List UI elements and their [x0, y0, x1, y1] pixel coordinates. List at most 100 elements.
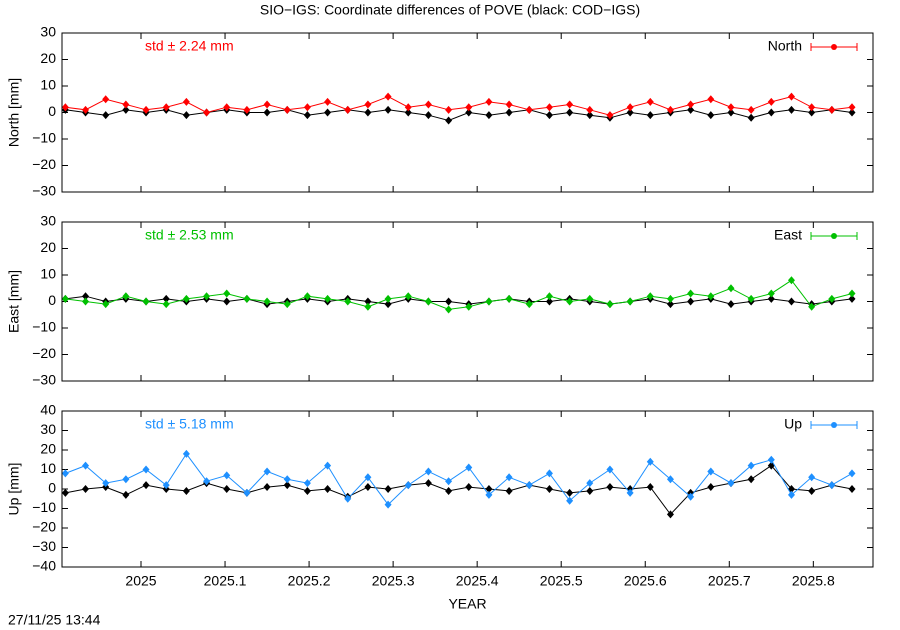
y-tick-label: −30 [32, 372, 56, 388]
x-tick-label: 2025.8 [792, 573, 835, 589]
data-point [687, 100, 695, 109]
data-point [243, 488, 251, 497]
data-point [404, 481, 412, 490]
x-tick-label: 2025.6 [624, 573, 667, 589]
data-point [203, 292, 211, 301]
data-point [142, 105, 150, 114]
y-tick-label: 20 [40, 239, 56, 255]
data-point [122, 105, 130, 114]
legend-marker [831, 233, 837, 239]
data-point [384, 105, 392, 114]
y-tick-label: −10 [32, 499, 56, 515]
y-tick-label: 30 [40, 24, 56, 40]
data-point [808, 108, 816, 117]
data-point [787, 297, 795, 306]
data-point [505, 108, 513, 117]
data-point [142, 481, 150, 490]
data-point [344, 105, 352, 114]
y-tick-label: −10 [32, 319, 56, 335]
data-point [303, 103, 311, 112]
data-point [848, 469, 856, 478]
data-point [747, 475, 755, 484]
data-point [465, 463, 473, 472]
data-point [142, 465, 150, 474]
data-point [848, 289, 856, 298]
data-point [646, 292, 654, 301]
data-point [707, 483, 715, 492]
data-point [808, 103, 816, 112]
data-point [203, 477, 211, 486]
data-point [364, 297, 372, 306]
chart-title: SIO−IGS: Coordinate differences of POVE … [260, 2, 640, 18]
annotation: std ± 2.53 mm [145, 227, 234, 243]
y-tick-label: −20 [32, 519, 56, 535]
data-point [344, 297, 352, 306]
data-point [162, 294, 170, 303]
y-tick-label: 10 [40, 77, 56, 93]
data-point [828, 105, 836, 114]
data-point [324, 97, 332, 106]
data-point [767, 294, 775, 303]
data-point [727, 479, 735, 488]
data-point [223, 485, 231, 493]
data-point [545, 469, 553, 478]
data-point [848, 485, 856, 493]
data-point [263, 100, 271, 109]
y-tick-label: 40 [40, 402, 56, 418]
x-tick-label: 2025.7 [708, 573, 751, 589]
data-point [445, 297, 453, 306]
y-tick-label: 30 [40, 421, 56, 437]
x-tick-label: 2025.2 [288, 573, 331, 589]
data-point [203, 108, 211, 117]
legend-label: East [774, 227, 802, 243]
data-point [586, 105, 594, 114]
annotation: std ± 5.18 mm [145, 416, 234, 432]
data-point [525, 105, 533, 114]
data-point [606, 111, 614, 120]
data-point [384, 300, 392, 309]
data-point [364, 302, 372, 311]
data-point [485, 111, 493, 120]
data-point [566, 488, 574, 497]
data-point [162, 103, 170, 112]
data-point [485, 297, 493, 306]
data-point [626, 103, 634, 112]
data-point [223, 289, 231, 298]
data-point [162, 300, 170, 309]
data-point [666, 105, 674, 114]
data-point [324, 294, 332, 303]
data-point [747, 294, 755, 303]
data-point [404, 292, 412, 301]
data-point [787, 276, 795, 285]
x-axis-label: YEAR [448, 596, 486, 612]
data-point [566, 496, 574, 505]
data-point [122, 475, 130, 484]
data-point [263, 108, 271, 117]
data-point [182, 449, 190, 458]
data-point [687, 289, 695, 298]
data-point [445, 305, 453, 314]
data-point [263, 467, 271, 476]
data-point [646, 111, 654, 120]
data-point [324, 108, 332, 117]
data-point [646, 483, 654, 492]
data-point [828, 481, 836, 490]
data-point [344, 494, 352, 503]
y-tick-label: 20 [40, 50, 56, 66]
data-point [122, 100, 130, 109]
y-axis-label: North [mm] [6, 78, 22, 147]
data-point [747, 105, 755, 114]
data-point [404, 103, 412, 112]
data-point [666, 294, 674, 303]
data-point [445, 116, 453, 125]
data-point [727, 108, 735, 117]
data-point [465, 302, 473, 311]
data-point [545, 297, 553, 306]
plot-frame [61, 410, 874, 568]
data-point [223, 297, 231, 306]
data-point [747, 461, 755, 470]
data-point [767, 97, 775, 106]
series-line [65, 109, 853, 122]
data-point [445, 105, 453, 114]
